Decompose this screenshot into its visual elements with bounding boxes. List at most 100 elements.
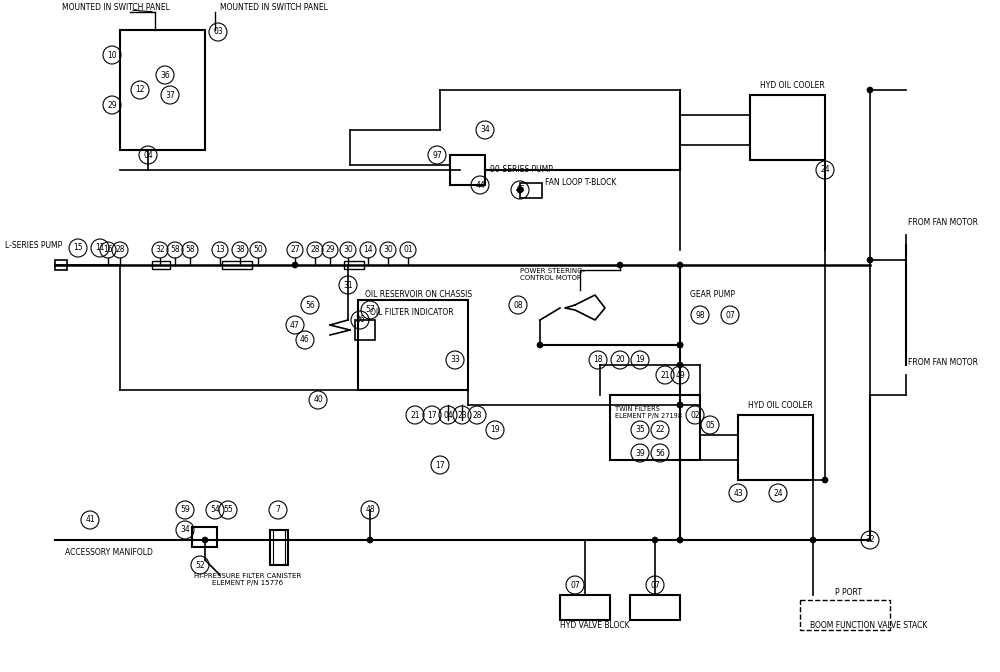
Text: 21: 21 — [660, 370, 670, 380]
Text: 22: 22 — [655, 425, 665, 435]
Bar — [750, 95, 825, 160]
Text: 58: 58 — [185, 245, 195, 255]
Text: HYD OIL COOLER: HYD OIL COOLER — [748, 401, 813, 410]
Text: 33: 33 — [450, 355, 460, 364]
Text: 38: 38 — [235, 245, 245, 255]
Bar — [120, 30, 205, 150]
Bar — [152, 261, 170, 269]
Text: MOUNTED IN SWITCH PANEL: MOUNTED IN SWITCH PANEL — [220, 3, 328, 12]
Bar — [344, 261, 364, 269]
Circle shape — [867, 257, 873, 263]
Text: 59: 59 — [180, 505, 190, 515]
Text: BOOM FUNCTION VALVE STACK: BOOM FUNCTION VALVE STACK — [810, 621, 927, 630]
Text: FROM FAN MOTOR: FROM FAN MOTOR — [908, 358, 978, 367]
Text: 90-SERIES PUMP: 90-SERIES PUMP — [490, 165, 553, 174]
Text: 52: 52 — [195, 560, 205, 569]
Text: 01: 01 — [403, 245, 413, 255]
Text: 08: 08 — [513, 300, 523, 310]
Bar — [738, 415, 813, 480]
Text: 56: 56 — [305, 300, 315, 310]
Text: 98: 98 — [695, 310, 705, 319]
Text: 24: 24 — [820, 165, 830, 175]
Circle shape — [537, 342, 543, 348]
Text: 29: 29 — [325, 245, 335, 255]
Text: 39: 39 — [635, 448, 645, 458]
Circle shape — [677, 362, 683, 368]
Text: HYD OIL COOLER: HYD OIL COOLER — [760, 81, 825, 90]
Text: 18: 18 — [593, 355, 603, 364]
Text: 50: 50 — [253, 245, 263, 255]
Circle shape — [677, 402, 683, 408]
Text: 13: 13 — [215, 245, 225, 255]
Text: 47: 47 — [290, 321, 300, 329]
Text: 21: 21 — [410, 411, 420, 419]
Text: 46: 46 — [300, 335, 310, 345]
Text: 17: 17 — [435, 460, 445, 470]
Text: 97: 97 — [432, 151, 442, 159]
Text: 7: 7 — [276, 505, 280, 515]
Text: 27: 27 — [290, 245, 300, 255]
Text: 04: 04 — [443, 411, 453, 419]
Text: 20: 20 — [615, 355, 625, 364]
Circle shape — [677, 342, 683, 348]
Bar — [630, 595, 680, 620]
Text: 57: 57 — [365, 306, 375, 314]
Text: 26: 26 — [355, 315, 365, 325]
Text: 36: 36 — [160, 71, 170, 79]
Text: 55: 55 — [223, 505, 233, 515]
Text: 05: 05 — [705, 421, 715, 429]
Bar — [355, 320, 375, 340]
Text: 17: 17 — [427, 411, 437, 419]
Text: 23: 23 — [457, 411, 467, 419]
Circle shape — [652, 537, 658, 543]
Circle shape — [867, 87, 873, 93]
Bar — [358, 300, 468, 390]
Text: 04: 04 — [143, 151, 153, 159]
Circle shape — [810, 537, 816, 543]
Text: MOUNTED IN SWITCH PANEL: MOUNTED IN SWITCH PANEL — [62, 3, 170, 12]
Text: 56: 56 — [655, 448, 665, 458]
Circle shape — [202, 537, 208, 543]
Text: 07: 07 — [725, 310, 735, 319]
Text: 31: 31 — [343, 280, 353, 290]
Circle shape — [677, 402, 683, 408]
Circle shape — [292, 262, 298, 268]
Text: 16: 16 — [103, 245, 113, 255]
Text: 34: 34 — [480, 126, 490, 134]
Text: 40: 40 — [313, 396, 323, 405]
Text: 32: 32 — [155, 245, 165, 255]
Bar — [520, 183, 542, 198]
Text: 30: 30 — [383, 245, 393, 255]
Text: 03: 03 — [213, 28, 223, 36]
Text: 11: 11 — [95, 243, 105, 253]
Text: 19: 19 — [490, 425, 500, 435]
Text: POWER STEERING-
CONTROL MOTOR: POWER STEERING- CONTROL MOTOR — [520, 268, 585, 281]
Text: 45: 45 — [515, 185, 525, 194]
Text: OIL RESERVOIR ON CHASSIS: OIL RESERVOIR ON CHASSIS — [365, 290, 472, 299]
Text: 49: 49 — [675, 370, 685, 380]
Circle shape — [367, 537, 373, 543]
Text: 15: 15 — [73, 243, 83, 253]
Bar — [560, 595, 610, 620]
Bar — [450, 155, 485, 185]
Bar — [270, 530, 288, 565]
Bar — [192, 527, 217, 547]
Text: 24: 24 — [773, 489, 783, 497]
Text: 12: 12 — [135, 85, 145, 95]
Text: 37: 37 — [165, 91, 175, 99]
Text: 28: 28 — [472, 411, 482, 419]
Text: 02: 02 — [690, 411, 700, 419]
Text: 54: 54 — [210, 505, 220, 515]
Text: 29: 29 — [107, 101, 117, 110]
Text: 14: 14 — [363, 245, 373, 255]
Text: TWIN FILTERS
ELEMENT P/N 27198: TWIN FILTERS ELEMENT P/N 27198 — [615, 406, 682, 419]
Text: 48: 48 — [365, 505, 375, 515]
Circle shape — [517, 187, 523, 193]
Text: 58: 58 — [170, 245, 180, 255]
Bar — [222, 261, 252, 269]
Bar — [610, 395, 700, 460]
Text: 28: 28 — [310, 245, 320, 255]
Bar — [800, 600, 890, 630]
Text: 07: 07 — [650, 581, 660, 589]
Text: 30: 30 — [343, 245, 353, 255]
